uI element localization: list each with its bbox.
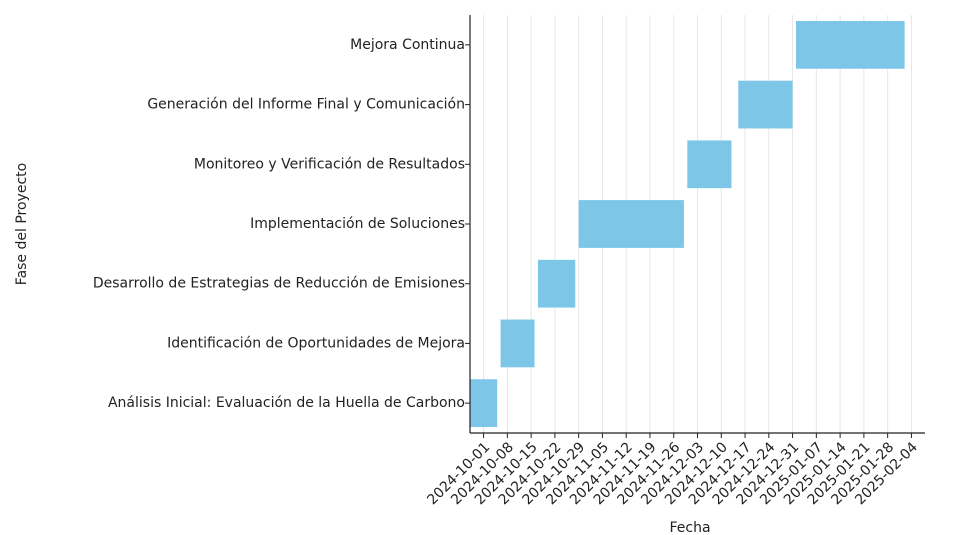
bar xyxy=(500,319,535,368)
y-tick-label: Mejora Continua xyxy=(350,37,465,53)
y-tick-label: Generación del Informe Final y Comunicac… xyxy=(147,97,465,113)
y-axis-label: Fase del Proyecto xyxy=(14,163,30,285)
y-tick-label: Análisis Inicial: Evaluación de la Huell… xyxy=(108,395,465,411)
x-axis-label: Fecha xyxy=(669,520,710,535)
bar xyxy=(738,80,793,129)
bar xyxy=(537,259,576,308)
y-tick-label: Implementación de Soluciones xyxy=(250,216,465,232)
bar xyxy=(795,20,905,69)
y-tick-label: Identificación de Oportunidades de Mejor… xyxy=(167,335,465,351)
bar xyxy=(687,140,732,189)
y-tick-label: Desarrollo de Estrategias de Reducción d… xyxy=(93,276,465,292)
y-tick-label: Monitoreo y Verificación de Resultados xyxy=(194,156,465,172)
bar xyxy=(578,200,684,248)
bar xyxy=(470,379,498,428)
